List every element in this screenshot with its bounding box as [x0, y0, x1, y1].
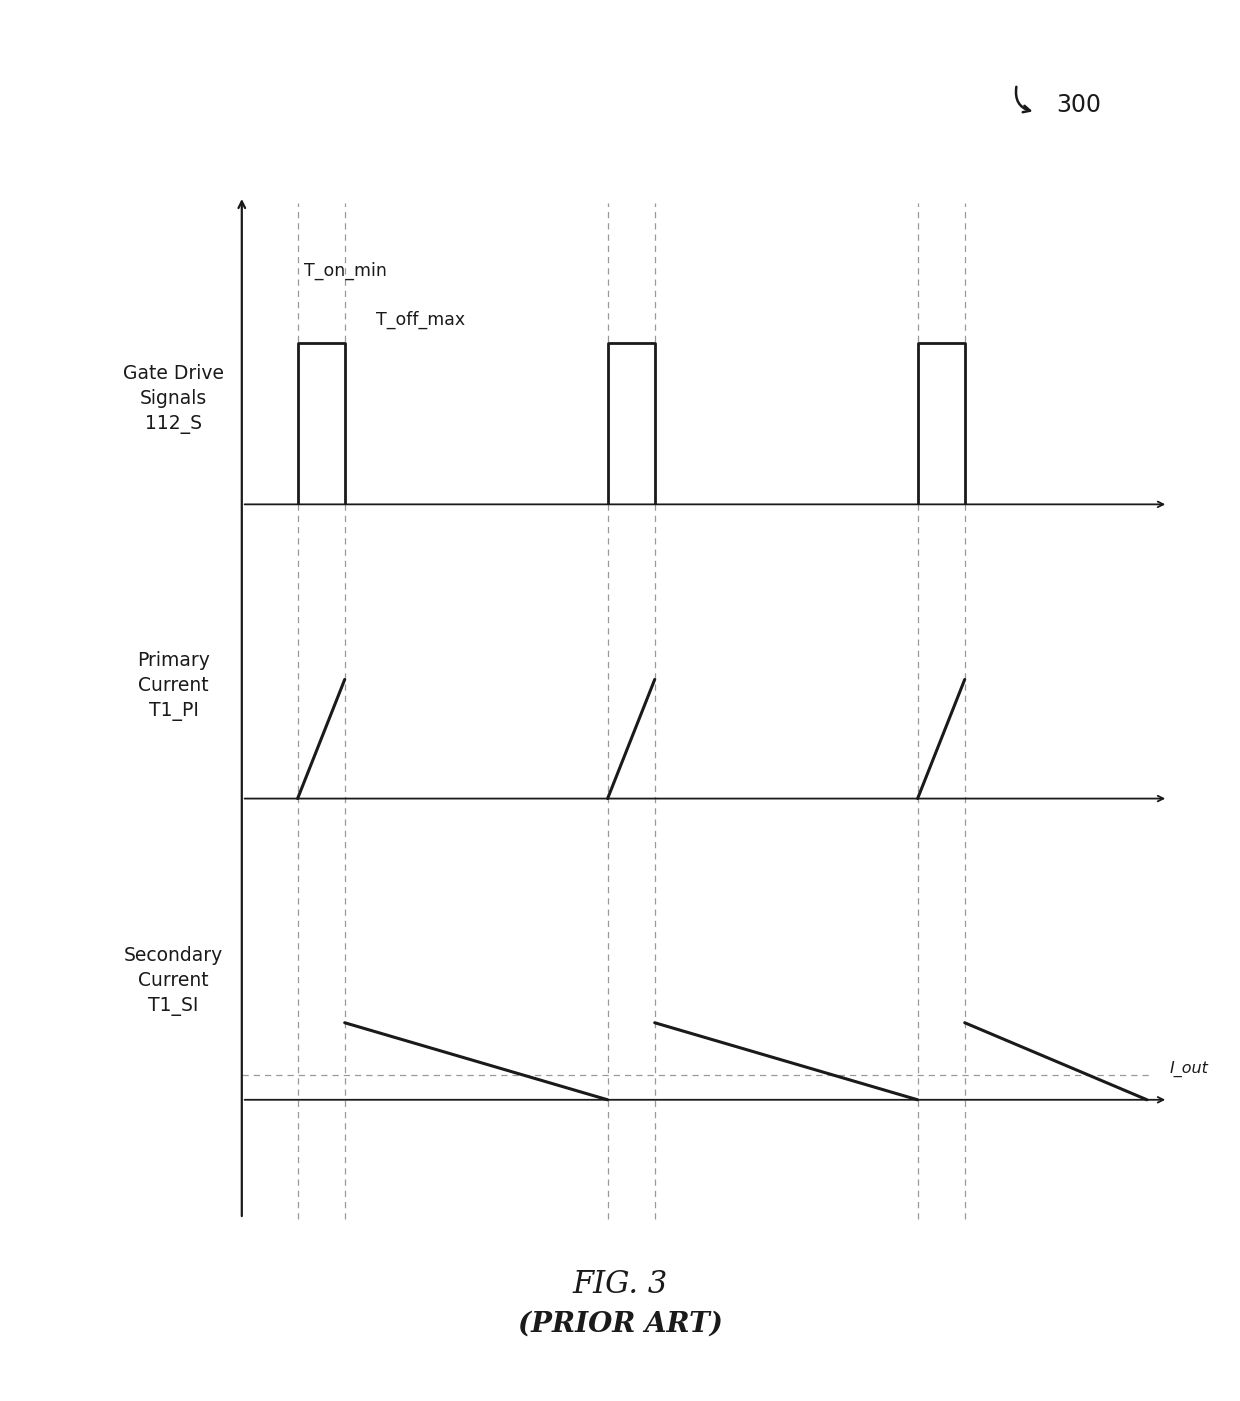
Text: Primary
Current
T1_PI: Primary Current T1_PI — [138, 651, 210, 722]
Text: Gate Drive
Signals
112_S: Gate Drive Signals 112_S — [123, 364, 224, 434]
Text: (PRIOR ART): (PRIOR ART) — [517, 1310, 723, 1338]
Text: T_off_max: T_off_max — [376, 311, 465, 329]
Text: I_out: I_out — [1169, 1061, 1208, 1077]
Text: Secondary
Current
T1_SI: Secondary Current T1_SI — [124, 946, 223, 1016]
Text: T_on_min: T_on_min — [304, 262, 387, 280]
Text: 300: 300 — [1056, 92, 1101, 118]
Text: FIG. 3: FIG. 3 — [573, 1269, 667, 1300]
